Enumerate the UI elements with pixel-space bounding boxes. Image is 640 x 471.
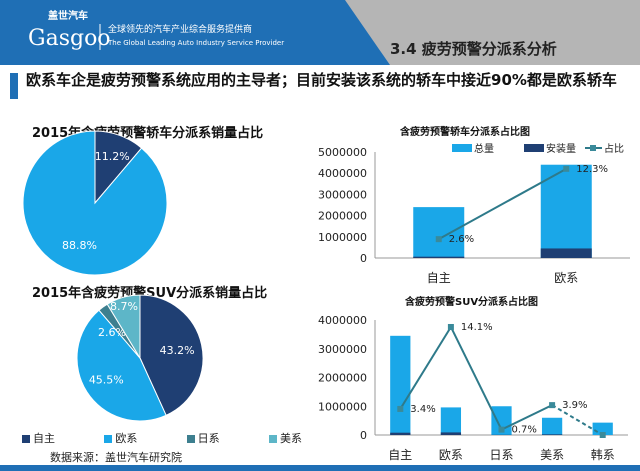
y-tick-label: 2000000 bbox=[318, 372, 367, 385]
ratio-label: 2.6% bbox=[449, 234, 474, 245]
bar2-title: 含疲劳预警SUV分派系占比图 bbox=[405, 297, 539, 308]
bar-installed bbox=[440, 432, 462, 435]
x-tick-label: 美系 bbox=[540, 448, 564, 462]
headline-marker bbox=[10, 73, 18, 99]
ratio-point bbox=[549, 402, 556, 409]
pie-slice bbox=[139, 294, 204, 416]
bar1-title: 含疲劳预警轿车分派系占比图 bbox=[400, 127, 530, 138]
pie-slice bbox=[22, 130, 168, 276]
legend-swatch bbox=[524, 144, 544, 152]
y-tick-label: 5000000 bbox=[318, 146, 367, 159]
x-tick-label: 自主 bbox=[427, 271, 451, 285]
bar-total bbox=[390, 335, 411, 435]
legend-label: 安装量 bbox=[546, 142, 576, 155]
tagline-cn: 全球领先的汽车产业综合服务提供商 bbox=[108, 25, 253, 35]
legend-swatch bbox=[452, 144, 472, 152]
ratio-label: 3.9% bbox=[562, 400, 587, 411]
ratio-label: 12.3% bbox=[576, 164, 608, 175]
y-tick-label: 0 bbox=[360, 252, 367, 265]
ratio-line bbox=[551, 404, 604, 436]
bar-total bbox=[440, 407, 462, 435]
header-banner bbox=[0, 0, 640, 65]
pie-slice bbox=[106, 294, 141, 360]
y-tick-label: 4000000 bbox=[318, 314, 367, 327]
y-tick-label: 1000000 bbox=[318, 400, 367, 413]
pie-label: 88.8% bbox=[62, 239, 97, 252]
y-tick-label: 2000000 bbox=[318, 210, 367, 223]
legend-label: 总量 bbox=[474, 142, 494, 155]
ratio-point bbox=[435, 236, 442, 243]
pie-label: 11.2% bbox=[95, 150, 130, 163]
legend-marker bbox=[590, 145, 596, 151]
ratio-line bbox=[438, 167, 567, 241]
pie-slice bbox=[76, 309, 167, 422]
footer-bar bbox=[0, 465, 640, 471]
bar-installed bbox=[390, 432, 411, 435]
tagline-en: The Global Leading Auto Industry Service… bbox=[108, 39, 285, 47]
bar-installed bbox=[541, 434, 563, 435]
x-tick-label: 自主 bbox=[388, 448, 412, 462]
pie-label: 8.7% bbox=[110, 300, 138, 313]
ratio-point bbox=[563, 165, 570, 172]
bar-total bbox=[540, 164, 592, 258]
legend-item: 美系 bbox=[268, 430, 302, 446]
headline: 欧系车企是疲劳预警系统应用的主导者；目前安装该系统的轿车中接近90%都是欧系轿车 bbox=[26, 71, 617, 89]
pie-label: 43.2% bbox=[160, 344, 195, 357]
y-tick-label: 0 bbox=[360, 429, 367, 442]
logo: Gasgoo bbox=[28, 26, 111, 51]
pie-label: 2.6% bbox=[98, 326, 126, 339]
ratio-line bbox=[501, 404, 553, 431]
ratio-line bbox=[450, 326, 503, 431]
pie2-title: 2015年含疲劳预警SUV分派系销量占比 bbox=[32, 286, 268, 301]
legend-item: 日系 bbox=[186, 430, 220, 446]
bar-installed bbox=[540, 248, 592, 258]
ratio-point bbox=[397, 405, 404, 412]
y-tick-label: 1000000 bbox=[318, 231, 367, 244]
ratio-label: 3.4% bbox=[410, 404, 435, 415]
ratio-label: 0.7% bbox=[512, 425, 537, 436]
ratio-line bbox=[399, 326, 452, 410]
x-tick-label: 欧系 bbox=[439, 448, 463, 462]
bar-installed bbox=[413, 256, 465, 258]
ratio-point bbox=[447, 323, 454, 330]
y-tick-label: 3000000 bbox=[318, 343, 367, 356]
source-note: 数据来源：盖世汽车研究院 bbox=[50, 451, 182, 464]
section-title: 3.4 疲劳预警分派系分析 bbox=[390, 40, 557, 58]
x-tick-label: 欧系 bbox=[554, 271, 578, 285]
pie-label: 45.5% bbox=[89, 374, 124, 387]
pie-legend: 自主 欧系 日系 美系 bbox=[22, 430, 302, 446]
y-tick-label: 3000000 bbox=[318, 188, 367, 201]
legend-label: 占比 bbox=[604, 142, 624, 155]
legend-item: 自主 bbox=[22, 430, 55, 446]
logo-cn: 盖世汽车 bbox=[48, 11, 88, 22]
x-tick-label: 韩系 bbox=[591, 447, 615, 462]
x-tick-label: 日系 bbox=[489, 448, 513, 462]
legend-item: 欧系 bbox=[104, 430, 137, 446]
ratio-label: 14.1% bbox=[461, 322, 493, 333]
ratio-point bbox=[498, 426, 505, 433]
ratio-point bbox=[599, 432, 606, 438]
y-tick-label: 4000000 bbox=[318, 167, 367, 180]
bar-total bbox=[541, 417, 563, 435]
bar-total bbox=[413, 207, 465, 258]
